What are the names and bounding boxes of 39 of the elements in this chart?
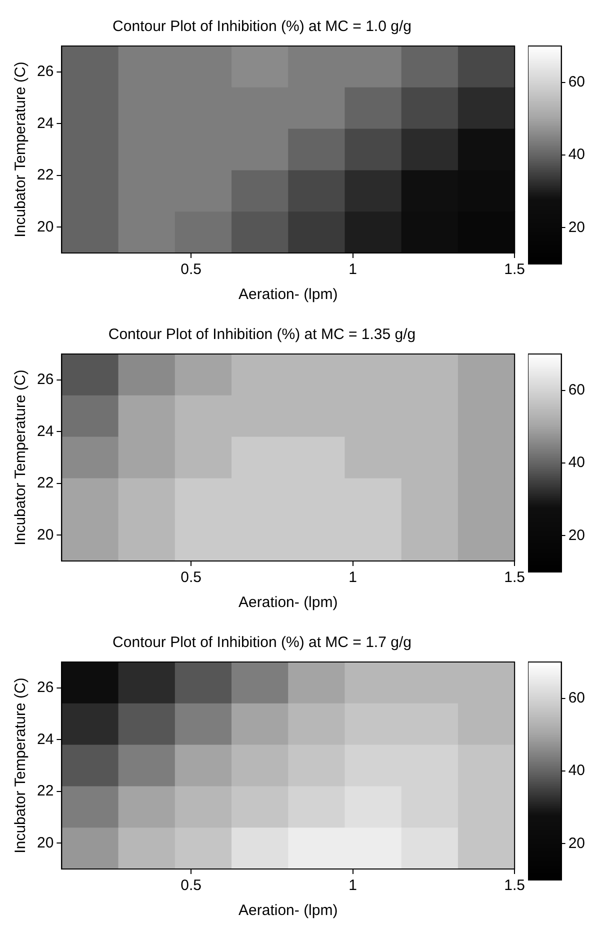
y-tick-label: 26 [36, 63, 54, 80]
chart-title: Contour Plot of Inhibition (%) at MC = 1.35 g/g [108, 326, 416, 344]
x-tick-label: 1 [348, 569, 357, 586]
y-tick-label: 24 [36, 422, 54, 440]
x-tick-label: 1 [348, 261, 357, 278]
y-tick-label: 20 [36, 834, 54, 852]
x-tick-label: 1.5 [504, 261, 526, 278]
y-tick-label: 24 [36, 114, 54, 132]
y-tick-label: 22 [36, 782, 54, 800]
color-bar-label: 40 [568, 146, 586, 164]
chart-title: Contour Plot of Inhibition (%) at MC = 1.7 g/g [112, 634, 412, 652]
y-tick-label: 22 [36, 166, 54, 184]
y-axis-title: Incubator Temperature (C) [12, 62, 30, 238]
x-tick-label: 1.5 [504, 569, 526, 586]
color-bar-label: 60 [568, 381, 586, 398]
y-tick-label: 26 [36, 679, 54, 696]
x-tick-label: 0.5 [180, 261, 202, 278]
color-bar-label: 20 [568, 218, 586, 236]
color-bar-label: 60 [568, 689, 586, 706]
x-tick-label: 1 [348, 877, 357, 894]
y-tick-label: 24 [36, 730, 54, 748]
y-tick-label: 20 [36, 218, 54, 236]
color-bar-label: 20 [568, 526, 586, 544]
y-tick-label: 20 [36, 526, 54, 544]
y-tick-label: 22 [36, 474, 54, 492]
y-axis-title: Incubator Temperature (C) [12, 370, 30, 546]
color-bar-label: 20 [568, 834, 586, 852]
x-tick-label: 0.5 [180, 877, 202, 894]
color-bar-label: 60 [568, 73, 586, 90]
color-bar-label: 40 [568, 454, 586, 472]
x-tick-label: 0.5 [180, 569, 202, 586]
x-tick-label: 1.5 [504, 877, 526, 894]
color-bar-label: 40 [568, 762, 586, 780]
chart-title: Contour Plot of Inhibition (%) at MC = 1.0 g/g [112, 18, 412, 36]
y-axis-title: Incubator Temperature (C) [12, 678, 30, 854]
x-axis-title: Aeration- (lpm) [238, 594, 338, 612]
y-tick-label: 26 [36, 371, 54, 388]
x-axis-title: Aeration- (lpm) [238, 286, 338, 304]
x-axis-title: Aeration- (lpm) [238, 902, 338, 920]
